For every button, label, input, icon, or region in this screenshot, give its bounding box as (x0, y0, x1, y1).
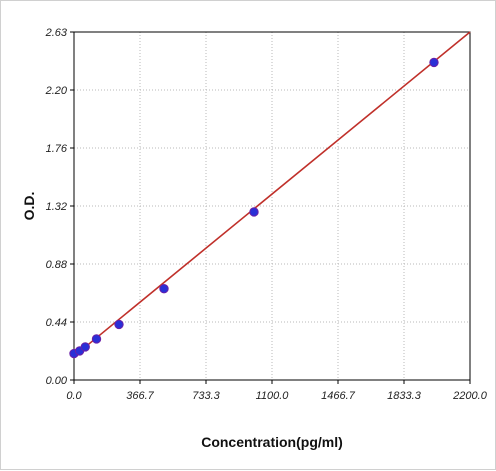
data-points (69, 57, 439, 359)
y-tick-label: 0.00 (46, 375, 68, 387)
y-tick-label: 0.88 (46, 259, 68, 271)
x-tick-label: 366.7 (126, 390, 154, 402)
x-axis-ticks: 0.0 366.7 733.3 1100.0 1466.7 1833.3 2200.0 (66, 380, 488, 402)
y-tick-label: 1.76 (46, 143, 68, 155)
y-axis-title: O.D. (21, 192, 37, 221)
y-axis-ticks: 0.00 0.44 0.88 1.32 1.76 2.20 2.63 (45, 27, 74, 387)
data-point (80, 342, 90, 352)
x-tick-label: 733.3 (192, 390, 220, 402)
x-tick-label: 1833.3 (387, 390, 422, 402)
fit-line-segment (73, 31, 471, 357)
y-tick-label: 2.20 (45, 85, 68, 97)
x-axis-title: Concentration(pg/ml) (201, 434, 343, 450)
y-tick-label: 2.63 (45, 27, 68, 39)
data-point (114, 319, 124, 330)
y-tick-label: 0.44 (46, 317, 67, 329)
data-point (429, 57, 439, 68)
x-tick-label: 1466.7 (321, 390, 356, 402)
data-point (249, 207, 259, 217)
fit-line (73, 31, 471, 357)
grid-lines (74, 32, 470, 380)
data-point (91, 334, 102, 344)
x-tick-label: 0.0 (66, 390, 82, 402)
data-point (159, 283, 169, 294)
x-tick-label: 1100.0 (256, 390, 290, 402)
x-tick-label: 2200.0 (452, 390, 488, 402)
y-tick-label: 1.32 (46, 201, 67, 213)
